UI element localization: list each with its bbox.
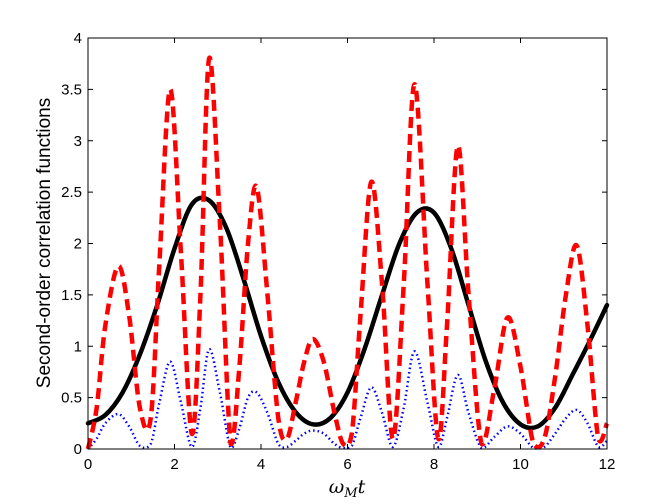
y-tick-label: 3 [74,133,82,150]
y-tick-label: 1 [74,338,82,355]
y-tick-label: 3.5 [61,81,82,98]
y-tick-label: 4 [74,30,82,47]
series-line-dashed [85,55,610,450]
series-line-solid [85,195,610,431]
y-tick-label: 1.5 [61,287,82,304]
x-axis-label-sub: M [343,486,358,501]
x-tick-label: 2 [170,456,178,473]
x-tick-label: 8 [430,456,438,473]
series-layer [85,55,610,450]
y-axis-label: Second-order correlation functions [34,98,55,388]
axes-box [87,37,608,450]
x-tick-label: 4 [257,456,265,473]
x-tick-label: 12 [599,456,616,473]
y-tick-label: 2.5 [61,184,82,201]
x-tick-label: 0 [84,456,92,473]
y-tick-label: 0.5 [61,390,82,407]
x-axis-label-tail: t [358,476,366,498]
x-tick-label: 10 [512,456,529,473]
y-tick-label: 0 [74,441,82,458]
y-tick-label: 2 [74,236,82,253]
x-axis-label-main: ω [329,476,345,498]
x-axis-label: ωMt [329,476,366,501]
x-tick-label: 6 [343,456,351,473]
tick-layer: 0 2 4 6 8 10 12 0 0.5 1 1.5 2 2.5 3 3.5 4 [61,30,615,473]
